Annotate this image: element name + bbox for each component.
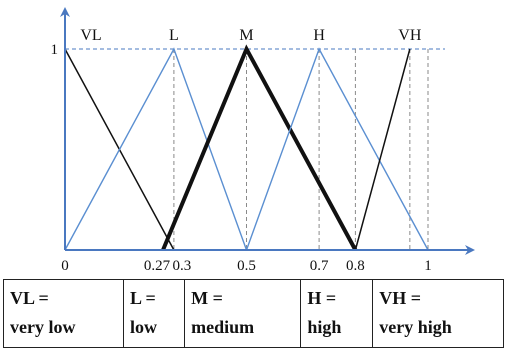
x-tick-label: 0.3 — [173, 258, 192, 274]
legend-cell-h: H = high — [300, 279, 374, 348]
legend-table: VL = very low L = low M = medium H = hig… — [3, 279, 504, 348]
legend-meaning: medium — [191, 317, 255, 337]
term-label-m: M — [239, 27, 253, 44]
term-label-vl: VL — [80, 27, 101, 44]
legend-meaning: high — [307, 317, 342, 337]
term-label-vh: VH — [398, 27, 422, 44]
guide-lines — [65, 48, 445, 250]
x-tick-label: 0.7 — [310, 258, 329, 274]
legend-cell-vl: VL = very low — [3, 279, 124, 348]
term-label-h: H — [313, 27, 325, 44]
membership-function-diagram: VL L M H VH 1 0 0.27 0.3 0.5 0.7 0.8 1 — [51, 7, 475, 274]
x-tick-label: 1 — [424, 258, 432, 274]
term-label-l: L — [169, 27, 179, 44]
legend-meaning: low — [129, 317, 157, 337]
y-tick-label-one: 1 — [51, 42, 59, 58]
x-tick-label: 0 — [61, 258, 69, 274]
legend-meaning: very high — [379, 317, 452, 337]
legend-row: VL = very low L = low M = medium H = hig… — [3, 279, 504, 348]
membership-line-vh — [354, 48, 411, 251]
legend-abbr: H = — [307, 288, 337, 308]
membership-line-l — [64, 47, 248, 251]
legend-abbr: VH = — [379, 288, 421, 308]
x-tick-label: 0.8 — [346, 258, 365, 274]
legend-abbr: M = — [191, 288, 223, 308]
labels: VL L M H VH 1 0 0.27 0.3 0.5 0.7 0.8 1 — [51, 27, 432, 274]
legend-cell-l: L = low — [122, 279, 186, 348]
x-tick-label: 0.5 — [237, 258, 256, 274]
membership-line-h — [245, 47, 429, 251]
legend-cell-vh: VH = very high — [372, 279, 504, 348]
legend-abbr: VL = — [10, 288, 49, 308]
legend-meaning: very low — [10, 317, 76, 337]
x-tick-label: 0.27 — [144, 258, 171, 274]
membership-curves — [64, 44, 429, 251]
axes — [60, 7, 475, 255]
legend-abbr: L = — [129, 288, 156, 308]
membership-line-m — [161, 44, 358, 251]
legend-cell-m: M = medium — [184, 279, 302, 348]
